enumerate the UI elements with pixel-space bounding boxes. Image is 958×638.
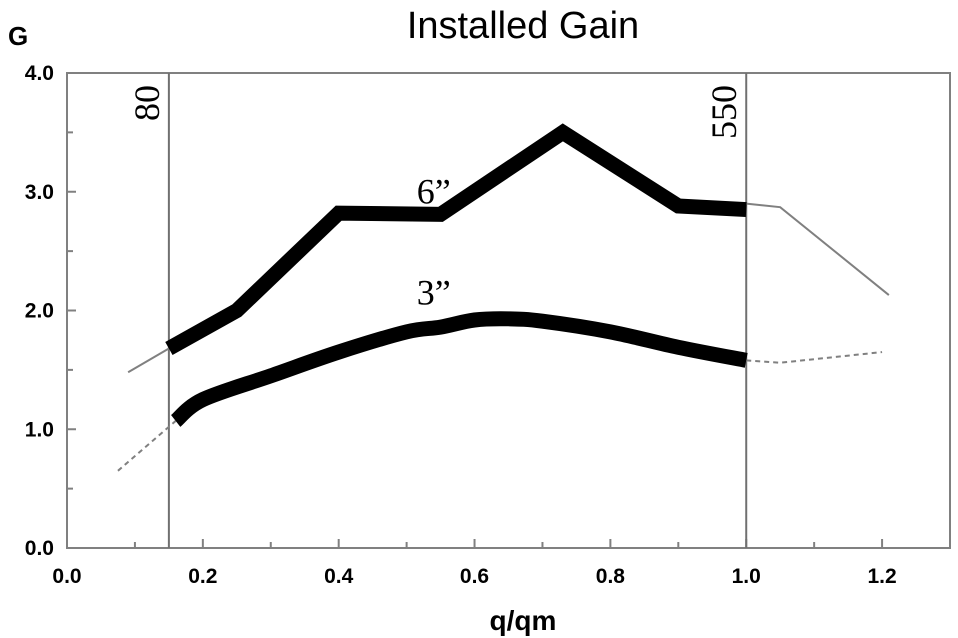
x-tick-label: 1.2 — [867, 565, 896, 588]
x-tick-label: 1.0 — [732, 565, 761, 588]
x-axis-label: q/qm — [490, 605, 557, 636]
y-tick-label: 3.0 — [25, 181, 54, 204]
series-6in-line — [165, 123, 747, 356]
chart-title: Installed Gain — [407, 5, 639, 47]
y-axis-label: G — [8, 21, 28, 51]
reference-line-label-550: 550 — [704, 85, 744, 139]
plot-frame — [66, 72, 951, 549]
y-tick-label: 2.0 — [25, 300, 54, 323]
series-label-6in: 6” — [417, 172, 451, 212]
series-3in-extension-left — [117, 420, 177, 472]
x-tick-label: 0.4 — [324, 565, 354, 588]
x-tick-label: 0.8 — [596, 565, 626, 588]
x-tick-label: 0.0 — [52, 565, 81, 588]
x-tick-label: 0.6 — [460, 565, 489, 588]
reference-line-label-80: 80 — [127, 85, 167, 121]
y-tick-label: 4.0 — [25, 62, 54, 85]
y-tick-label: 1.0 — [25, 418, 54, 441]
series-3in-line — [170, 311, 748, 427]
y-tick-label: 0.0 — [25, 537, 54, 560]
series-label-3in: 3” — [417, 273, 451, 313]
x-tick-label: 0.2 — [188, 565, 217, 588]
series-6in-extension-left — [127, 347, 170, 374]
series-3in-extension-right — [746, 351, 883, 364]
series-6in-extension-right — [746, 202, 890, 296]
